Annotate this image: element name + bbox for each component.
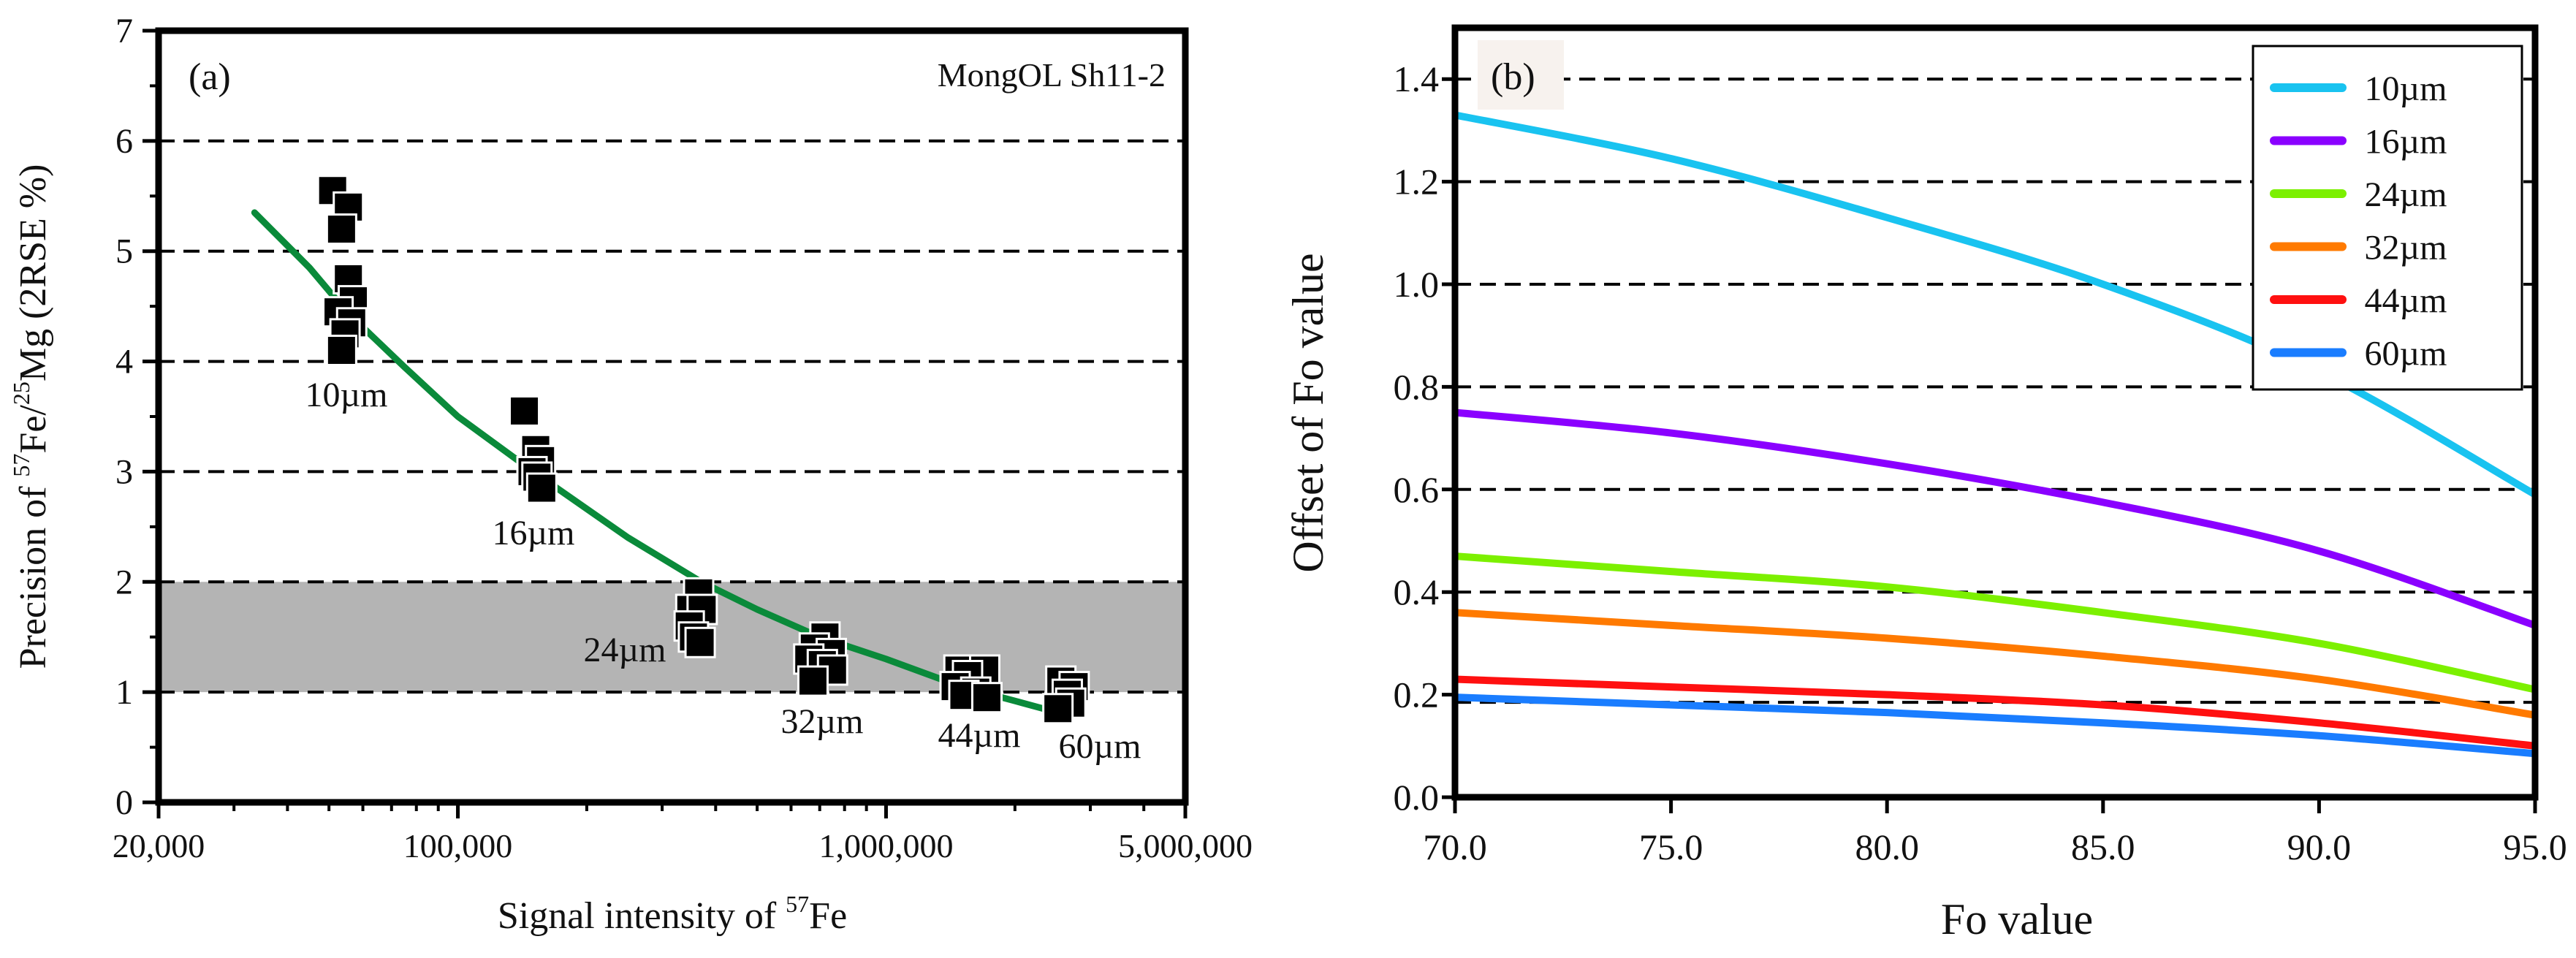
x-tick-label: 20,000	[113, 827, 205, 864]
series-line	[1454, 609, 2536, 719]
x-tick-label: 80.0	[1855, 826, 1919, 867]
y-tick-label: 4	[115, 343, 133, 381]
y-tick-label: 0.6	[1394, 469, 1440, 510]
data-point	[509, 395, 541, 427]
series-line	[1454, 552, 2537, 693]
x-axis-title-a: Signal intensity of 57Fe	[498, 891, 847, 937]
data-point	[797, 665, 829, 697]
gridlines-a	[159, 139, 1185, 694]
legend-item: 44µm	[2270, 281, 2447, 320]
x-tick-label: 75.0	[1639, 826, 1703, 867]
point-group	[316, 175, 370, 366]
group-label: 10µm	[305, 376, 388, 414]
panel-label-b: (b)	[1491, 56, 1535, 98]
legend-item: 16µm	[2270, 123, 2447, 161]
data-points-a: 10µm 16µm 24µm 32µm 44µm 60µm	[305, 175, 1141, 766]
point-group	[673, 577, 718, 658]
series-line	[1454, 111, 2537, 498]
group-label: 32µm	[781, 702, 864, 741]
legend-label: 60µm	[2365, 335, 2447, 373]
y-axis-title-a: Precision of 57Fe/25Mg (2RSE %)	[8, 164, 54, 669]
y-axis-title-b: Offset of Fo value	[1284, 253, 1332, 572]
x-tick-label: 100,000	[403, 827, 513, 864]
ticks-a: 20,000 100,000 1,000,000 5,000,000 0 1 2 3 4 5 6 7	[113, 12, 1253, 864]
ticks-b: 70.0 75.0 80.0 85.0 90.0 95.0 0.0 0.2 0.4 0.6 0.8 1…	[1394, 58, 2567, 867]
legend-label: 44µm	[2365, 281, 2447, 320]
data-point	[684, 626, 716, 658]
legend-item: 24µm	[2270, 175, 2447, 214]
group-label: 24µm	[584, 631, 666, 669]
y-tick-label: 0.8	[1394, 366, 1440, 407]
legend-label: 32µm	[2365, 229, 2447, 267]
y-tick-label: 0.2	[1394, 674, 1440, 715]
y-tick-label: 1	[115, 673, 133, 712]
legend-item: 60µm	[2270, 335, 2447, 373]
panel-label-b-background	[1478, 40, 1564, 110]
y-tick-label: 5	[115, 232, 133, 271]
x-tick-label: 95.0	[2503, 826, 2567, 867]
legend-box	[2252, 45, 2523, 391]
y-tick-label: 2	[115, 563, 133, 601]
y-tick-label: 0.4	[1394, 571, 1440, 612]
x-tick-label: 70.0	[1423, 826, 1487, 867]
legend-item: 10µm	[2270, 69, 2447, 108]
annotation-sample: MongOL Sh11-2	[938, 56, 1166, 94]
shaded-band	[159, 582, 1185, 693]
data-point	[325, 213, 357, 246]
legend-label: 24µm	[2365, 175, 2447, 214]
group-label: 44µm	[938, 716, 1021, 755]
y-tick-label: 1.4	[1394, 58, 1440, 99]
x-tick-label: 5,000,000	[1118, 827, 1253, 864]
group-label: 16µm	[493, 514, 575, 552]
panel-a: 10µm 16µm 24µm 32µm 44µm 60µm 20,000 100,000 1,…	[8, 12, 1253, 937]
shaded-band-group	[159, 582, 1185, 693]
y-tick-label: 3	[115, 452, 133, 491]
y-tick-label: 1.2	[1394, 161, 1440, 202]
legend-item: 32µm	[2270, 229, 2447, 267]
point-group	[939, 654, 1003, 714]
y-tick-label: 0	[115, 783, 133, 822]
point-group	[509, 395, 558, 504]
y-tick-label: 1.0	[1394, 264, 1440, 305]
panel-label-a: (a)	[189, 56, 231, 98]
data-point	[1042, 693, 1074, 725]
x-tick-label: 90.0	[2287, 826, 2352, 867]
x-tick-label: 1,000,000	[818, 827, 953, 864]
point-group	[793, 621, 848, 697]
legend-label: 16µm	[2365, 123, 2447, 161]
legend-label: 10µm	[2365, 69, 2447, 108]
series-line	[1454, 693, 2536, 758]
legend: 10µm 16µm 24µm 32µm 44µm 60µm	[2252, 45, 2523, 391]
group-label: 60µm	[1059, 727, 1141, 766]
point-group	[1042, 665, 1090, 725]
x-tick-label: 85.0	[2071, 826, 2135, 867]
x-axis-title-b: Fo value	[1941, 895, 2093, 943]
plot-frame-b	[1451, 24, 2539, 801]
data-point	[525, 472, 558, 504]
y-tick-label: 0.0	[1394, 777, 1440, 818]
data-point	[970, 682, 1003, 714]
y-tick-label: 6	[115, 122, 133, 161]
y-tick-label: 7	[115, 12, 133, 50]
series-line	[1454, 408, 2537, 629]
data-point	[325, 334, 357, 366]
panel-b: 70.0 75.0 80.0 85.0 90.0 95.0 0.0 0.2 0.4 0.6 0.8 1…	[1284, 24, 2567, 943]
series-lines-b	[1454, 111, 2537, 758]
series-line	[1454, 675, 2536, 750]
